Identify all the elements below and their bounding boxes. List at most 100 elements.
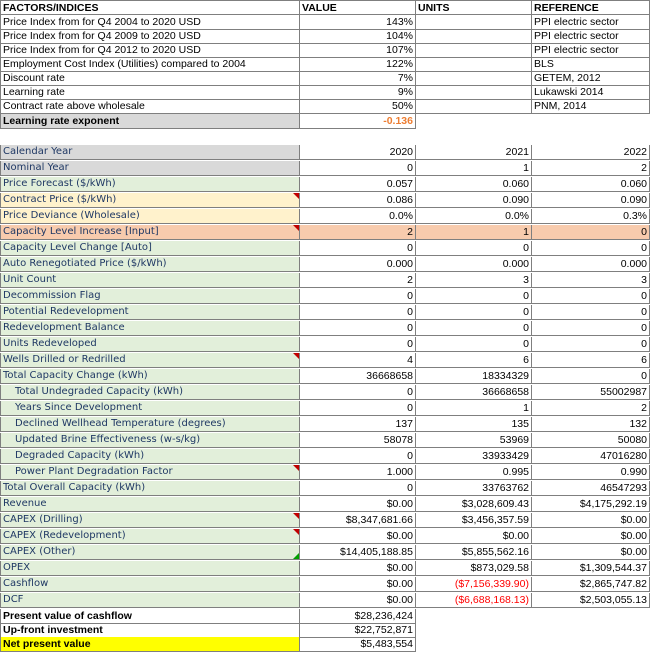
row-label[interactable]: Calendar Year [0, 145, 300, 160]
row-value[interactable]: 6 [532, 353, 650, 368]
row-label[interactable]: Nominal Year [0, 161, 300, 176]
factor-value[interactable]: 143% [300, 15, 416, 30]
row-label[interactable]: Price Deviance (Wholesale) [0, 209, 300, 224]
row-value[interactable]: $0.00 [532, 545, 650, 560]
factor-units[interactable] [416, 29, 532, 44]
row-label[interactable]: Updated Brine Effectiveness (w-s/kg) [0, 433, 300, 448]
row-value[interactable]: 0 [416, 289, 532, 304]
learning-exponent-value[interactable]: -0.136 [300, 114, 416, 129]
row-value[interactable]: $0.00 [300, 561, 416, 576]
row-label[interactable]: Price Forecast ($/kWh) [0, 177, 300, 192]
row-label[interactable]: CAPEX (Redevelopment) [0, 529, 300, 544]
row-value[interactable]: 0 [300, 321, 416, 336]
row-label[interactable]: CAPEX (Other) [0, 545, 300, 560]
factor-value[interactable]: 7% [300, 71, 416, 86]
row-value[interactable]: 0 [416, 305, 532, 320]
row-value[interactable]: 0.086 [300, 193, 416, 208]
row-label[interactable]: Power Plant Degradation Factor [0, 465, 300, 480]
factor-reference[interactable]: PPI electric sector [532, 43, 650, 58]
row-value[interactable]: 36668658 [416, 385, 532, 400]
row-value[interactable]: $1,309,544.37 [532, 561, 650, 576]
factor-units[interactable] [416, 99, 532, 114]
row-value[interactable]: 0 [532, 241, 650, 256]
npv-value[interactable]: $5,483,554 [300, 637, 416, 652]
row-label[interactable]: Wells Drilled or Redrilled [0, 353, 300, 368]
row-value[interactable]: 0.090 [416, 193, 532, 208]
row-value[interactable]: 0.000 [532, 257, 650, 272]
row-value[interactable]: 0 [532, 321, 650, 336]
comment-indicator-icon[interactable] [293, 225, 299, 231]
row-value[interactable]: 1 [416, 225, 532, 240]
comment-indicator-icon[interactable] [293, 513, 299, 519]
row-label[interactable]: Declined Wellhead Temperature (degrees) [0, 417, 300, 432]
factor-label[interactable]: Price Index from for Q4 2009 to 2020 USD [0, 29, 300, 44]
header-reference[interactable]: REFERENCE [532, 0, 650, 15]
row-value[interactable]: $0.00 [300, 529, 416, 544]
comment-indicator-icon[interactable] [293, 193, 299, 199]
row-value[interactable]: 4 [300, 353, 416, 368]
learning-exponent-label[interactable]: Learning rate exponent [0, 114, 300, 129]
factor-units[interactable] [416, 71, 532, 86]
row-value[interactable]: 3 [416, 273, 532, 288]
factor-units[interactable] [416, 15, 532, 30]
row-value[interactable]: 0.3% [532, 209, 650, 224]
row-value[interactable]: 0 [300, 289, 416, 304]
row-value[interactable]: 2022 [532, 145, 650, 160]
row-label[interactable]: Units Redeveloped [0, 337, 300, 352]
row-value[interactable]: 53969 [416, 433, 532, 448]
row-value[interactable]: 2020 [300, 145, 416, 160]
row-value[interactable]: 2021 [416, 145, 532, 160]
factor-reference[interactable]: PPI electric sector [532, 15, 650, 30]
factor-reference[interactable]: GETEM, 2012 [532, 71, 650, 86]
factor-reference[interactable]: PNM, 2014 [532, 99, 650, 114]
row-value[interactable]: 2 [300, 225, 416, 240]
row-label[interactable]: Decommission Flag [0, 289, 300, 304]
factor-reference[interactable]: BLS [532, 57, 650, 72]
factor-label[interactable]: Employment Cost Index (Utilities) compar… [0, 57, 300, 72]
factor-reference[interactable]: PPI electric sector [532, 29, 650, 44]
row-value[interactable]: $14,405,188.85 [300, 545, 416, 560]
row-label[interactable]: Redevelopment Balance [0, 321, 300, 336]
row-label[interactable]: Capacity Level Increase [Input] [0, 225, 300, 240]
factor-value[interactable]: 9% [300, 85, 416, 100]
row-label[interactable]: Degraded Capacity (kWh) [0, 449, 300, 464]
row-value[interactable]: 50080 [532, 433, 650, 448]
row-label[interactable]: Years Since Development [0, 401, 300, 416]
error-indicator-icon[interactable] [293, 553, 299, 559]
factor-label[interactable]: Learning rate [0, 85, 300, 100]
row-value[interactable]: 0.000 [300, 257, 416, 272]
row-label[interactable]: Revenue [0, 497, 300, 512]
row-value[interactable]: 1 [416, 401, 532, 416]
row-value[interactable]: 33933429 [416, 449, 532, 464]
row-value[interactable]: $2,503,055.13 [532, 593, 650, 608]
header-factors[interactable]: FACTORS/INDICES [0, 0, 300, 15]
row-value[interactable]: 0.090 [532, 193, 650, 208]
row-value[interactable]: 2 [532, 401, 650, 416]
row-value[interactable]: 135 [416, 417, 532, 432]
row-value[interactable]: ($6,688,168.13) [416, 593, 532, 608]
row-value[interactable]: $0.00 [532, 529, 650, 544]
factor-label[interactable]: Discount rate [0, 71, 300, 86]
row-value[interactable]: 137 [300, 417, 416, 432]
factor-value[interactable]: 107% [300, 43, 416, 58]
comment-indicator-icon[interactable] [293, 465, 299, 471]
row-value[interactable]: 0 [300, 385, 416, 400]
row-label[interactable]: Cashflow [0, 577, 300, 592]
row-value[interactable]: $2,865,747.82 [532, 577, 650, 592]
comment-indicator-icon[interactable] [293, 529, 299, 535]
row-value[interactable]: 0 [532, 337, 650, 352]
row-value[interactable]: 0.990 [532, 465, 650, 480]
row-value[interactable]: 0 [300, 337, 416, 352]
factor-value[interactable]: 104% [300, 29, 416, 44]
row-label[interactable]: CAPEX (Drilling) [0, 513, 300, 528]
factor-value[interactable]: 122% [300, 57, 416, 72]
factor-label[interactable]: Price Index from for Q4 2012 to 2020 USD [0, 43, 300, 58]
row-label[interactable]: Total Capacity Change (kWh) [0, 369, 300, 384]
row-value[interactable]: 6 [416, 353, 532, 368]
row-value[interactable]: 2 [532, 161, 650, 176]
row-value[interactable]: $873,029.58 [416, 561, 532, 576]
row-value[interactable]: 0 [532, 305, 650, 320]
factor-reference[interactable]: Lukawski 2014 [532, 85, 650, 100]
row-label[interactable]: Total Undegraded Capacity (kWh) [0, 385, 300, 400]
row-value[interactable]: 3 [532, 273, 650, 288]
